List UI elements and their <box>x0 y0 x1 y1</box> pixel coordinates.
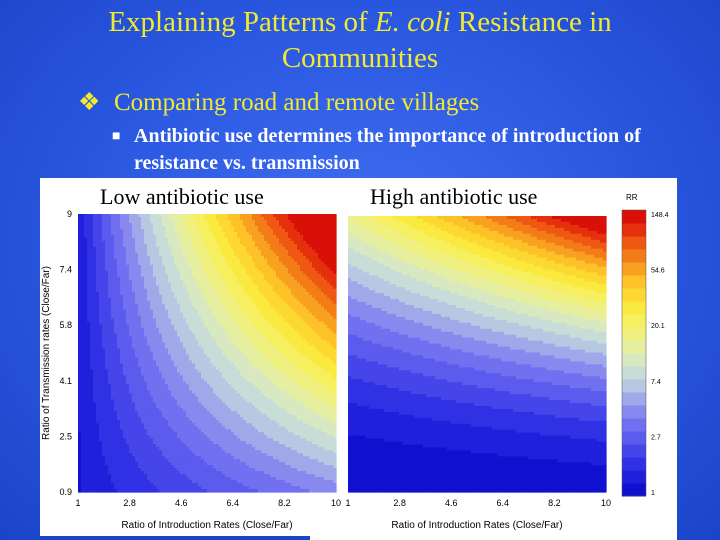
x-tick-label-low: 10 <box>331 498 341 508</box>
colorbar-tick-label: 54.6 <box>651 268 665 275</box>
footer-accent-bar <box>40 536 310 540</box>
x-tick-label-high: 8.2 <box>548 498 561 508</box>
slide-title: Explaining Patterns of E. coli Resistanc… <box>108 6 612 74</box>
heatmap-high-use <box>348 216 607 493</box>
y-tick-label: 0.9 <box>59 487 72 497</box>
heatmap-low-use <box>78 214 337 493</box>
y-tick-label: 2.5 <box>59 431 72 441</box>
bullet-level1: ❖ Comparing road and remote villages <box>78 87 479 117</box>
y-tick-label: 4.1 <box>59 376 72 386</box>
bullet-level2: ■ Antibiotic use determines the importan… <box>112 123 672 177</box>
colorbar-tick-label: 1 <box>651 490 655 497</box>
bullet-level2-text: Antibiotic use determines the importance… <box>134 125 641 174</box>
colorbar-tick-label: 20.1 <box>651 323 665 330</box>
x-tick-label-high: 6.4 <box>497 498 510 508</box>
x-axis-label-high: Ratio of Introduction Rates (Close/Far) <box>391 520 562 531</box>
contour-plots-svg: 1 2.8 4.6 6.4 8.2 10 1 2.8 4.6 6.4 8.2 10 0.9 2.5 4.1 5… <box>41 193 669 531</box>
y-tick-label: 5.8 <box>59 320 72 330</box>
colorbar-title: RR <box>626 193 638 202</box>
x-tick-label-low: 1 <box>75 498 80 508</box>
bullet-level1-text: Comparing road and remote villages <box>114 89 480 116</box>
x-tick-label-high: 10 <box>601 498 611 508</box>
x-axis-label-low: Ratio of Introduction Rates (Close/Far) <box>121 520 292 531</box>
colorbar-tick-label: 2.7 <box>651 434 661 441</box>
colorbar-tick-label: 7.4 <box>651 379 661 386</box>
panel-title-high: High antibiotic use <box>370 184 538 209</box>
square-bullet-icon: ■ <box>112 129 121 144</box>
y-tick-label: 7.4 <box>59 265 72 275</box>
y-axis-label: Ratio of Transmission rates (Close/Far) <box>41 266 52 440</box>
x-tick-label-low: 2.8 <box>123 498 136 508</box>
colorbar <box>621 209 647 497</box>
colorbar-tick-label: 148.4 <box>651 212 669 219</box>
x-tick-label-high: 1 <box>345 498 350 508</box>
panel-title-low: Low antibiotic use <box>100 184 264 209</box>
x-tick-label-high: 2.8 <box>393 498 406 508</box>
y-tick-label: 9 <box>67 209 72 219</box>
diamond-bullet-icon: ❖ <box>78 89 101 116</box>
x-tick-label-low: 4.6 <box>175 498 188 508</box>
x-tick-label-low: 8.2 <box>278 498 291 508</box>
x-tick-label-low: 6.4 <box>227 498 240 508</box>
contour-figure: 1 2.8 4.6 6.4 8.2 10 1 2.8 4.6 6.4 8.2 10 0.9 2.5 4.1 5… <box>40 178 677 540</box>
x-tick-label-high: 4.6 <box>445 498 458 508</box>
